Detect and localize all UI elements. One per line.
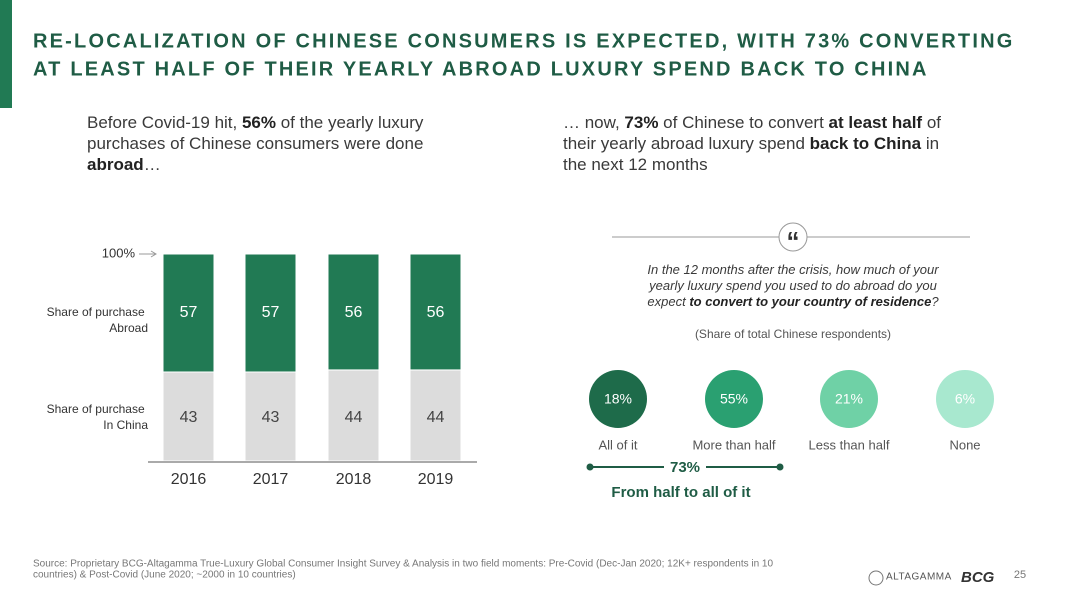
bar-segment xyxy=(162,371,215,462)
text-line: their yearly abroad luxury spend back to… xyxy=(563,134,939,153)
x-tick-label: 2017 xyxy=(253,471,289,488)
series-label-line: In China xyxy=(103,418,148,432)
answer-bubble xyxy=(936,370,994,428)
series-label-line: Share of purchase xyxy=(47,402,148,416)
text-segment: ? xyxy=(931,294,939,309)
slide-title: RE-LOCALIZATION OF CHINESE CONSUMERS IS … xyxy=(33,30,1015,52)
total-caption: From half to all of it xyxy=(611,484,750,501)
tick-arrowhead xyxy=(150,250,157,258)
text-segment: 56% xyxy=(242,113,276,132)
x-tick-label: 2019 xyxy=(418,471,454,488)
data-label: 43 xyxy=(180,409,198,426)
bracket-end xyxy=(776,463,784,471)
text-line: expect to convert to your country of res… xyxy=(647,294,939,309)
data-label: 43 xyxy=(262,409,280,426)
bar-segment xyxy=(244,253,297,373)
data-label: 44 xyxy=(345,409,363,426)
x-tick-label: 2018 xyxy=(336,471,372,488)
answer-label: All of it xyxy=(598,437,637,452)
logo: ALTAGAMMA xyxy=(886,572,952,583)
series-label: Share of purchase Abroad xyxy=(47,305,148,335)
slide-title: AT LEAST HALF OF THEIR YEARLY ABROAD LUX… xyxy=(33,58,929,80)
total-label: 73% xyxy=(670,459,700,476)
answer-bubble xyxy=(705,370,763,428)
data-label: 57 xyxy=(180,304,198,321)
logo-mark xyxy=(868,570,884,586)
x-tick-label: 2016 xyxy=(171,471,207,488)
series-label-line: Share of purchase xyxy=(47,305,148,319)
text-segment: at least half xyxy=(829,113,923,132)
bar-segment xyxy=(244,371,297,462)
source-note: countries) & Post-Covid (June 2020; ~200… xyxy=(33,570,296,581)
text-line: In the 12 months after the crisis, how m… xyxy=(647,262,939,277)
bar-segment xyxy=(409,369,462,462)
text-segment: of Chinese to convert xyxy=(658,113,828,132)
text-segment: … xyxy=(144,155,161,174)
text-segment: in xyxy=(921,134,939,153)
text-segment: In the 12 months after the crisis, how m… xyxy=(647,262,939,277)
text-segment: expect xyxy=(647,294,689,309)
text-segment: back to China xyxy=(810,134,922,153)
quote-mark: “ xyxy=(787,226,800,256)
answer-label: None xyxy=(949,437,980,452)
text-segment: their yearly abroad luxury spend xyxy=(563,134,810,153)
bar-segment xyxy=(409,253,462,371)
logo: BCG xyxy=(961,569,995,586)
answer-label: More than half xyxy=(692,437,775,452)
text-segment: Before Covid-19 hit, xyxy=(87,113,242,132)
text-line: abroad… xyxy=(87,155,161,174)
text-line: Before Covid-19 hit, 56% of the yearly l… xyxy=(87,113,424,132)
series-label: Share of purchase In China xyxy=(47,402,149,432)
bracket-end xyxy=(586,463,594,471)
bar-segment xyxy=(327,369,380,462)
answer-value: 18% xyxy=(604,391,632,407)
text-segment: to convert to your country of residence xyxy=(689,294,931,309)
text-segment: purchases of Chinese consumers were done xyxy=(87,134,423,153)
text-segment: 73% xyxy=(624,113,658,132)
accent-bar xyxy=(0,0,12,108)
text-segment: of xyxy=(922,113,941,132)
answer-value: 55% xyxy=(720,391,748,407)
text-line: yearly luxury spend you used to do abroa… xyxy=(648,278,937,293)
page-number: 25 xyxy=(1014,569,1026,581)
text-segment: the next 12 months xyxy=(563,155,708,174)
text-segment: of the yearly luxury xyxy=(276,113,424,132)
bar-segment xyxy=(162,253,215,373)
answer-value: 6% xyxy=(955,391,975,407)
text-segment: yearly luxury spend you used to do abroa… xyxy=(648,278,937,293)
survey-note: (Share of total Chinese respondents) xyxy=(695,327,891,341)
answer-bubble xyxy=(589,370,647,428)
answer-label: Less than half xyxy=(809,437,890,452)
text-line: … now, 73% of Chinese to convert at leas… xyxy=(563,113,941,132)
bar-segment xyxy=(327,253,380,371)
total-label-bg xyxy=(664,457,706,477)
y-tick-label: 100% xyxy=(102,245,136,260)
data-label: 56 xyxy=(345,304,363,321)
text-line: the next 12 months xyxy=(563,155,708,174)
data-label: 44 xyxy=(427,409,445,426)
text-segment: … now, xyxy=(563,113,624,132)
quote-badge xyxy=(778,222,808,252)
data-label: 57 xyxy=(262,304,280,321)
source-note: Source: Proprietary BCG-Altagamma True-L… xyxy=(33,559,773,570)
text-line: purchases of Chinese consumers were done xyxy=(87,134,423,153)
data-label: 56 xyxy=(427,304,445,321)
answer-value: 21% xyxy=(835,391,863,407)
answer-bubble xyxy=(820,370,878,428)
text-segment: abroad xyxy=(87,155,144,174)
series-label-line: Abroad xyxy=(109,321,148,335)
